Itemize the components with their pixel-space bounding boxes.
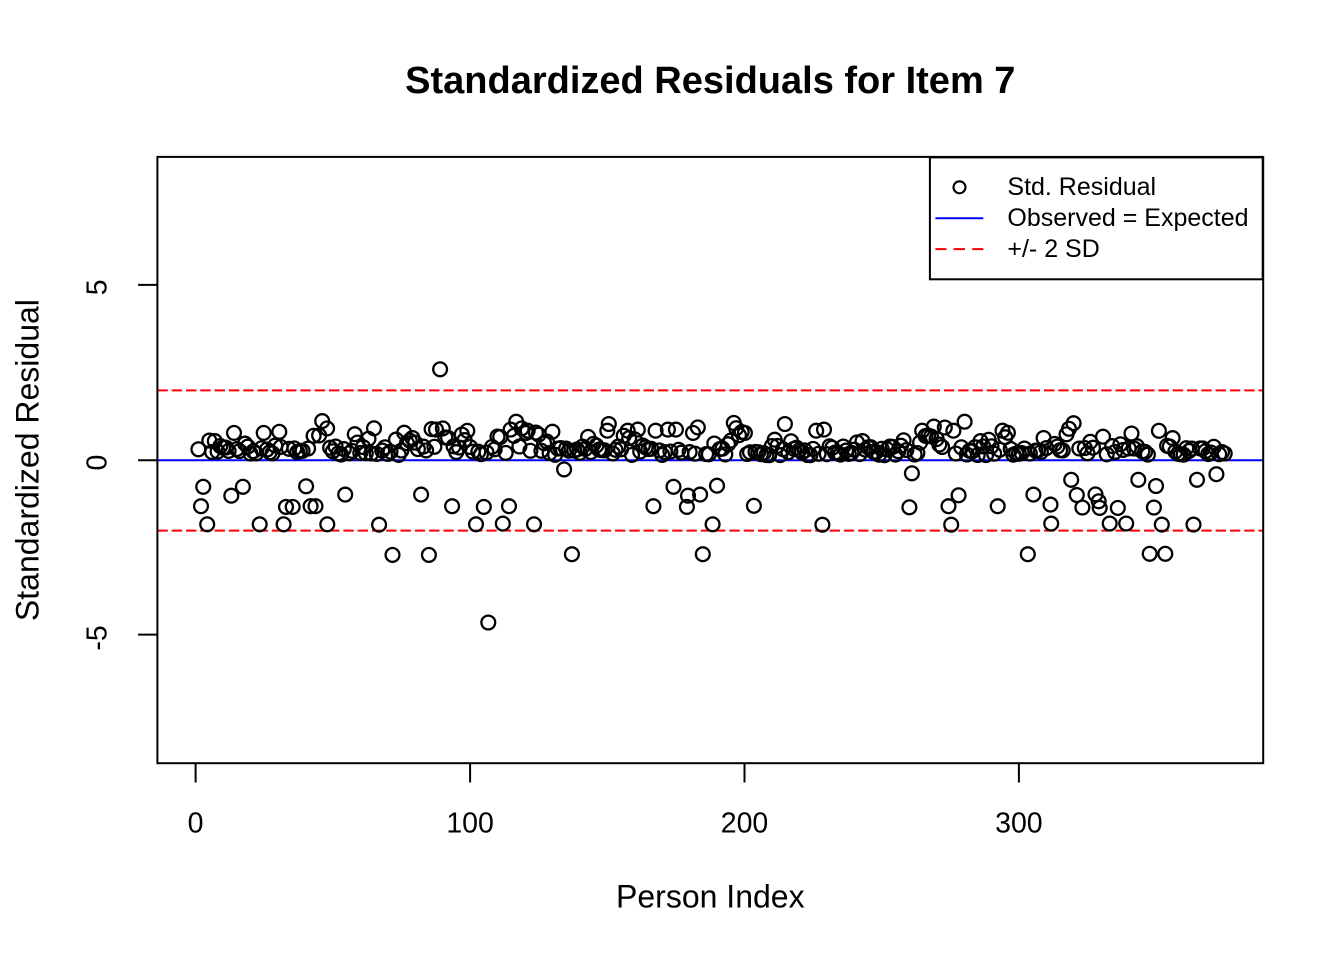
svg-text:Standardized Residual: Standardized Residual	[9, 299, 45, 621]
svg-text:300: 300	[995, 807, 1043, 839]
svg-text:200: 200	[721, 807, 769, 839]
svg-text:+/- 2 SD: +/- 2 SD	[1007, 235, 1099, 263]
svg-text:100: 100	[446, 807, 494, 839]
svg-text:0: 0	[188, 807, 204, 839]
svg-text:5: 5	[81, 279, 113, 295]
svg-text:Person Index: Person Index	[616, 879, 805, 915]
svg-text:0: 0	[81, 455, 113, 471]
svg-text:-5: -5	[81, 625, 113, 650]
svg-text:Std. Residual: Std. Residual	[1007, 173, 1156, 201]
svg-text:Standardized Residuals for Ite: Standardized Residuals for Item 7	[405, 60, 1015, 102]
svg-text:Observed = Expected: Observed = Expected	[1007, 204, 1248, 232]
